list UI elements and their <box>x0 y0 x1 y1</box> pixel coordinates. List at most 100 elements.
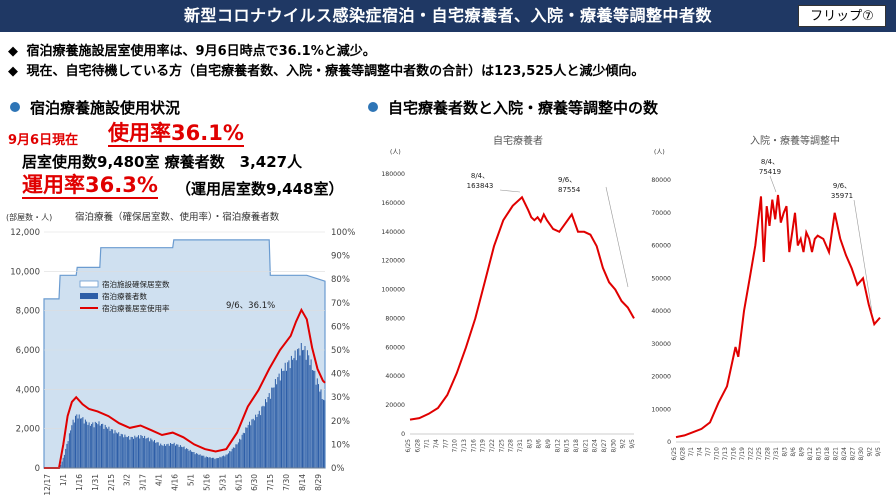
x-tick-label: 7/28 <box>765 447 772 461</box>
x-tick-label: 7/13 <box>722 447 729 461</box>
x-tick-label: 8/3 <box>782 447 789 457</box>
x-tick-label: 6/28 <box>680 447 687 461</box>
patient-bar <box>290 355 292 468</box>
patient-bar <box>247 424 249 468</box>
patient-bar <box>200 455 202 468</box>
y-tick-label: 140000 <box>381 229 405 236</box>
page-title: 新型コロナウイルス感染症宿泊・自宅療養者、入院・療養等調整中者数 <box>183 6 712 25</box>
patient-bar <box>308 355 310 468</box>
patient-bar <box>172 444 174 468</box>
patient-bar <box>282 371 284 468</box>
patient-bar <box>294 350 296 468</box>
patient-bar <box>220 457 222 468</box>
patient-bar <box>67 441 69 468</box>
x-tick-label: 7/10 <box>452 439 459 453</box>
patient-bar <box>63 454 65 468</box>
patient-bar <box>75 415 76 468</box>
patient-bar <box>70 430 72 468</box>
patient-bar <box>140 435 142 468</box>
home-recuperation-chart: 自宅療養者 (人) 0 20000 40000 60000 80000 100000 120… <box>381 134 636 453</box>
legend-label: 宿泊療養居室使用率 <box>102 303 170 313</box>
patient-bar <box>288 360 290 468</box>
x-tick-label: 7/10 <box>714 447 721 461</box>
y-tick-label: 0 <box>35 464 40 474</box>
patient-bar <box>219 456 221 468</box>
patient-bar <box>251 419 253 468</box>
patient-bar <box>300 343 302 468</box>
annotation-label: 9/6、 <box>833 182 851 190</box>
x-tick-label: 8/29 <box>314 474 323 491</box>
patient-bar <box>114 430 116 468</box>
patient-bar <box>316 378 318 468</box>
x-tick-label: 7/15 <box>266 474 275 491</box>
x-tick-label: 7/1 <box>688 447 695 457</box>
x-tick-label: 6/25 <box>405 439 412 453</box>
x-tick-label: 7/19 <box>739 447 746 461</box>
x-tick-label: 7/7 <box>705 447 712 457</box>
legend-swatch <box>79 280 99 288</box>
legend-label: 宿泊施設確保居室数 <box>102 279 170 289</box>
x-tick-label: 5/31 <box>218 474 227 491</box>
x-tick-label: 9/2 <box>867 447 874 457</box>
annotation-label: 9/6、36.1% <box>226 301 275 311</box>
patient-bar <box>107 428 109 468</box>
patient-bar <box>269 398 271 468</box>
patient-bar <box>319 391 321 468</box>
patient-bar <box>321 399 323 468</box>
x-tick-label: 7/30 <box>282 474 291 491</box>
lodging-chart: 宿泊療養（確保居室数、使用率）・宿泊療養者数 (部屋数・人) 0 2,000 4,0… <box>6 211 355 496</box>
patient-bar <box>299 355 301 468</box>
x-tick-label: 4/1 <box>155 474 164 486</box>
patient-bar <box>87 424 89 468</box>
x-tick-label: 3/17 <box>139 474 148 491</box>
y-tick-label: 10000 <box>651 406 671 413</box>
annotation-leader <box>769 175 777 193</box>
patient-bar <box>145 438 147 468</box>
patient-bar <box>65 448 67 468</box>
patient-bar <box>289 368 291 468</box>
x-tick-label: 9/5 <box>875 447 882 457</box>
patient-bar <box>260 415 262 468</box>
patient-bar <box>195 453 197 468</box>
patient-bar <box>163 444 165 468</box>
patient-bar <box>134 435 136 468</box>
patient-bar <box>156 442 158 468</box>
patient-bar <box>73 422 75 468</box>
patient-bar <box>231 448 233 468</box>
patient-bar <box>306 350 308 468</box>
patient-bar <box>147 437 149 468</box>
patient-bar <box>101 424 102 468</box>
patient-bar <box>239 438 241 468</box>
patient-bar <box>207 457 208 468</box>
x-tick-label: 8/18 <box>824 447 831 461</box>
patient-bar <box>128 436 130 468</box>
patient-bar <box>183 446 185 468</box>
patient-bar <box>105 427 107 468</box>
patient-bar <box>92 422 94 468</box>
patient-bar <box>324 400 326 468</box>
patient-bar <box>124 434 126 468</box>
patient-bar <box>198 455 200 468</box>
x-tick-label: 6/28 <box>414 439 421 453</box>
patient-bar <box>102 423 104 468</box>
legend-swatch <box>80 293 98 299</box>
patient-bar <box>315 384 317 468</box>
patient-bar <box>267 397 269 468</box>
annotation-leader <box>605 186 629 288</box>
x-tick-label: 6/25 <box>671 447 678 461</box>
y-tick-label: 2,000 <box>16 425 40 435</box>
patient-bar <box>182 447 184 468</box>
patient-bar <box>72 419 74 468</box>
patient-bar <box>258 410 260 468</box>
bullet-text: 宿泊療養施設居室使用率は、9月6日時点で36.1%と減少。 <box>26 44 376 59</box>
y-tick-label: 80000 <box>651 177 671 184</box>
x-tick-label: 1/1 <box>59 474 68 486</box>
patient-bar <box>125 436 127 468</box>
patient-bar <box>205 456 207 468</box>
x-tick-label: 7/16 <box>731 447 738 461</box>
patient-bar <box>295 360 297 468</box>
patient-bar <box>202 455 204 468</box>
x-tick-label: 8/12 <box>807 447 814 461</box>
x-tick-label: 7/4 <box>697 447 704 457</box>
patient-bar <box>171 443 173 468</box>
